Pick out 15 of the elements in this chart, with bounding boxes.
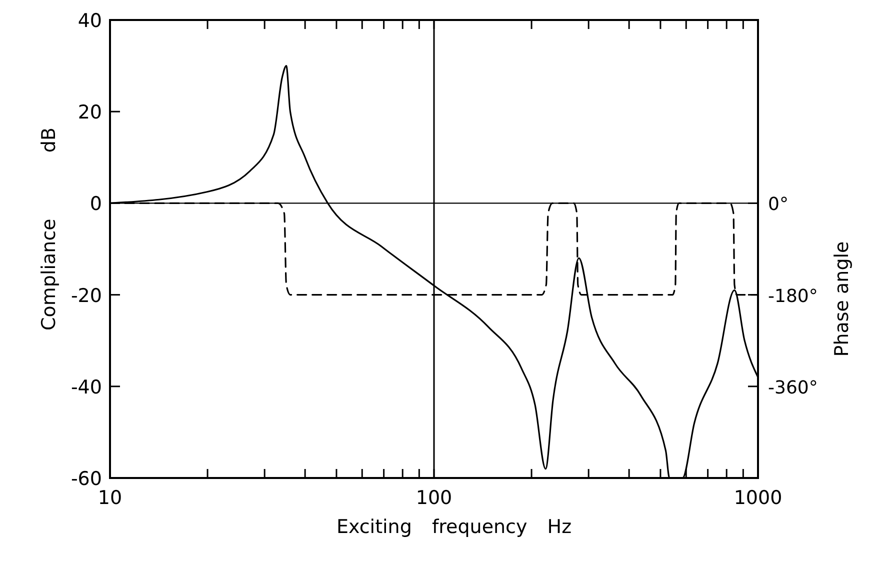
y2-tick-label: -360° xyxy=(768,377,818,398)
y-axis-title: Compliance dB xyxy=(38,128,60,330)
y-tick-label: -40 xyxy=(70,376,102,398)
y-tick-label: 20 xyxy=(78,102,102,124)
y2-axis-title: Phase angle xyxy=(831,241,853,357)
y-tick-label: 40 xyxy=(78,10,102,32)
y-tick-label: 0 xyxy=(90,193,102,216)
x-axis-title: Exciting frequency Hz xyxy=(336,516,572,538)
x-tick-label: 1000 xyxy=(734,487,782,509)
y-tick-label: -20 xyxy=(70,284,102,307)
x-tick-label: 100 xyxy=(416,487,452,509)
y-tick-label: -60 xyxy=(70,468,102,490)
x-tick-label: 10 xyxy=(98,487,122,509)
y2-tick-label: 0° xyxy=(768,194,788,216)
y2-tick-label: -180° xyxy=(768,286,818,307)
